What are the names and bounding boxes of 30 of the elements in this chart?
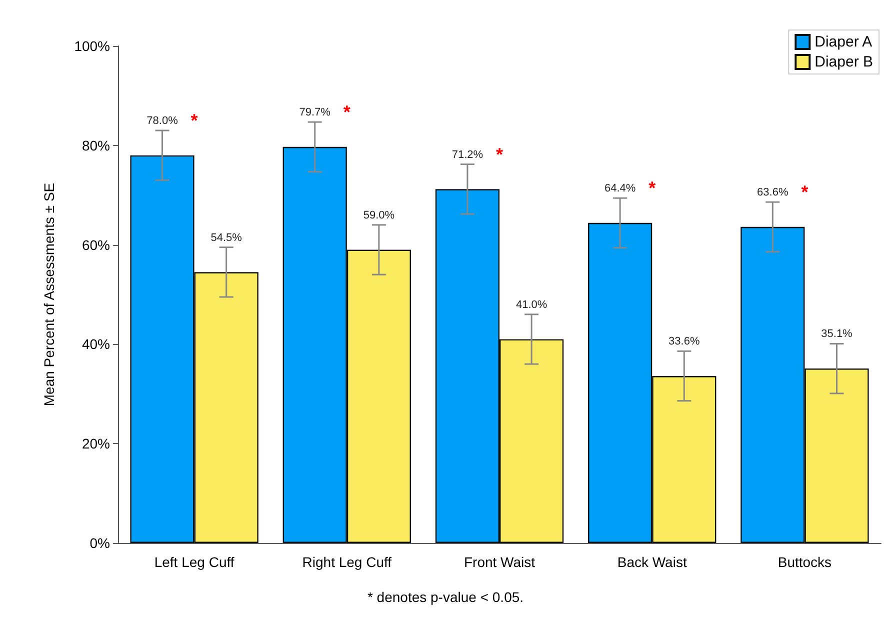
- data-label: 63.6%: [757, 186, 788, 199]
- y-tick-label: 80%: [82, 137, 110, 154]
- x-tick-label: Left Leg Cuff: [154, 554, 234, 570]
- x-tick-label: Front Waist: [464, 554, 536, 570]
- data-label: 33.6%: [668, 336, 700, 348]
- annotation: *: [190, 110, 198, 130]
- annotation: *: [496, 144, 504, 164]
- annotation: *: [343, 102, 350, 122]
- data-label: 59.0%: [363, 209, 395, 222]
- legend-label: Diaper B: [814, 54, 873, 70]
- y-tick-label: 0%: [90, 535, 110, 551]
- data-label: 79.7%: [299, 106, 331, 119]
- annotation: *: [648, 178, 656, 198]
- data-label: 35.1%: [821, 328, 853, 340]
- text: * denotes p-value < 0.05.: [367, 589, 524, 605]
- legend-label: Diaper A: [814, 34, 872, 50]
- data-label: 71.2%: [452, 148, 484, 161]
- data-label: 64.4%: [604, 182, 636, 195]
- x-tick-label: Back Waist: [617, 554, 687, 570]
- y-tick-label: 60%: [82, 236, 110, 253]
- data-label: 78.0%: [146, 114, 178, 127]
- data-label: 41.0%: [516, 298, 548, 311]
- data-label: 54.5%: [210, 232, 242, 244]
- y-axis-title: Mean Percent of Assessments ± SE: [41, 182, 57, 406]
- x-tick-label: Buttocks: [778, 554, 832, 570]
- y-tick-label: 40%: [82, 336, 110, 352]
- annotation: *: [801, 182, 808, 202]
- x-tick-label: Right Leg Cuff: [302, 554, 392, 570]
- y-tick-label: 100%: [74, 38, 110, 54]
- y-tick-label: 20%: [82, 436, 110, 452]
